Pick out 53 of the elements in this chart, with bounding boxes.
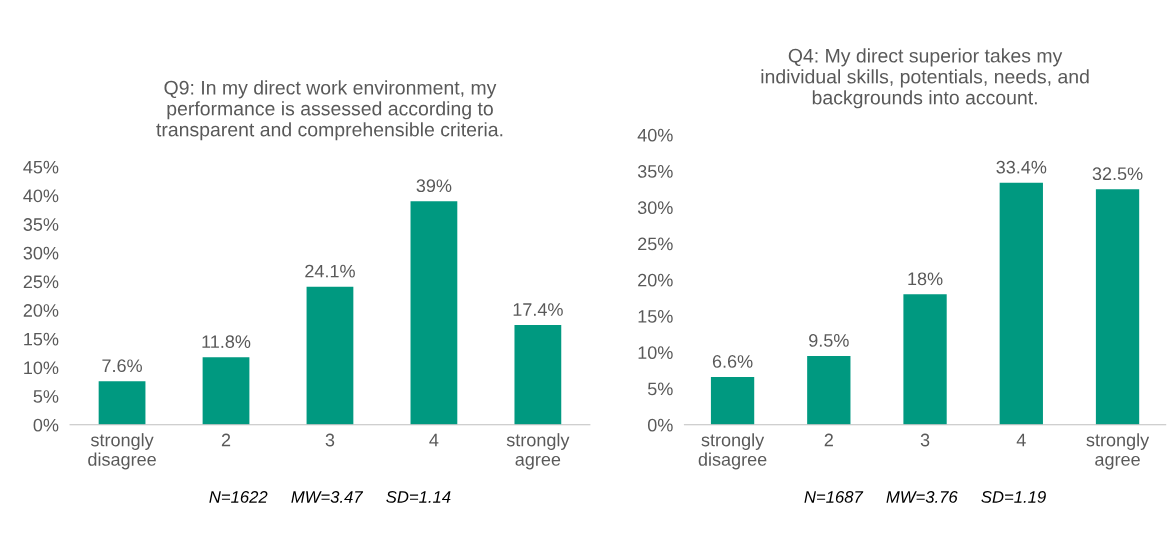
x-tick-label: strongly disagree [698,433,767,470]
bar [202,357,250,425]
y-tick-label: 25% [23,275,59,289]
data-label: 11.8% [202,335,251,349]
y-tick-label: 20% [23,304,59,317]
x-tick-label: 4 [1016,433,1026,447]
x-tick-label: 3 [325,433,335,447]
bar [514,325,562,425]
data-label: 9.5% [809,334,849,347]
y-tick-label: 30% [23,246,59,260]
x-tick-label: strongly disagree [88,433,156,470]
y-tick-label: 0% [33,418,59,432]
x-tick-label: 2 [824,433,833,447]
data-label: 24.1% [305,264,355,278]
x-tick-label: 4 [429,433,439,447]
data-label: 7.6% [102,359,142,373]
bar [903,294,947,425]
data-label: 32.5% [1092,167,1143,181]
y-tick-label: 25% [638,237,673,251]
y-tick-label: 30% [637,201,673,215]
y-tick-label: 10% [638,346,673,360]
y-tick-label: 0% [647,418,673,432]
y-tick-label: 5% [647,382,673,396]
y-tick-label: 40% [637,128,673,142]
y-tick-label: 5% [33,390,59,403]
y-tick-label: 15% [638,310,673,323]
text: N=1687 MW=3.76 SD=1.19 [804,491,1046,503]
bar [710,376,755,425]
data-label: 33.4% [996,160,1047,174]
chart-title: Q4: My direct superior takes my individual skills, potentials, needs, and backgrounds into account. [761,48,1089,109]
x-tick-label: 2 [221,433,231,447]
data-label: 17.4% [513,303,563,316]
y-tick-label: 45% [23,160,59,174]
y-tick-label: 20% [638,273,673,287]
x-tick-label: strongly agree [506,433,570,470]
text: N=1622 MW=3.47 SD=1.14 [209,491,451,503]
data-label: 6.6% [712,355,753,368]
y-tick-label: 40% [23,189,59,203]
data-label: 18% [908,272,943,286]
y-tick-label: 15% [24,332,59,346]
x-tick-label: strongly agree [1086,433,1150,470]
chart-title: Q9: In my direct work environment, my performance is assessed according to transparent and comprehensible criteria. [156,80,503,141]
bar [306,286,354,425]
data-label: 39% [416,179,452,193]
bar [1095,189,1140,425]
bar [98,381,146,425]
bar [999,182,1043,425]
bar [807,355,851,425]
x-tick-label: 3 [920,433,930,447]
y-tick-label: 35% [637,165,673,178]
y-tick-label: 10% [24,361,59,375]
y-tick-label: 35% [23,218,59,231]
bar [410,201,458,425]
